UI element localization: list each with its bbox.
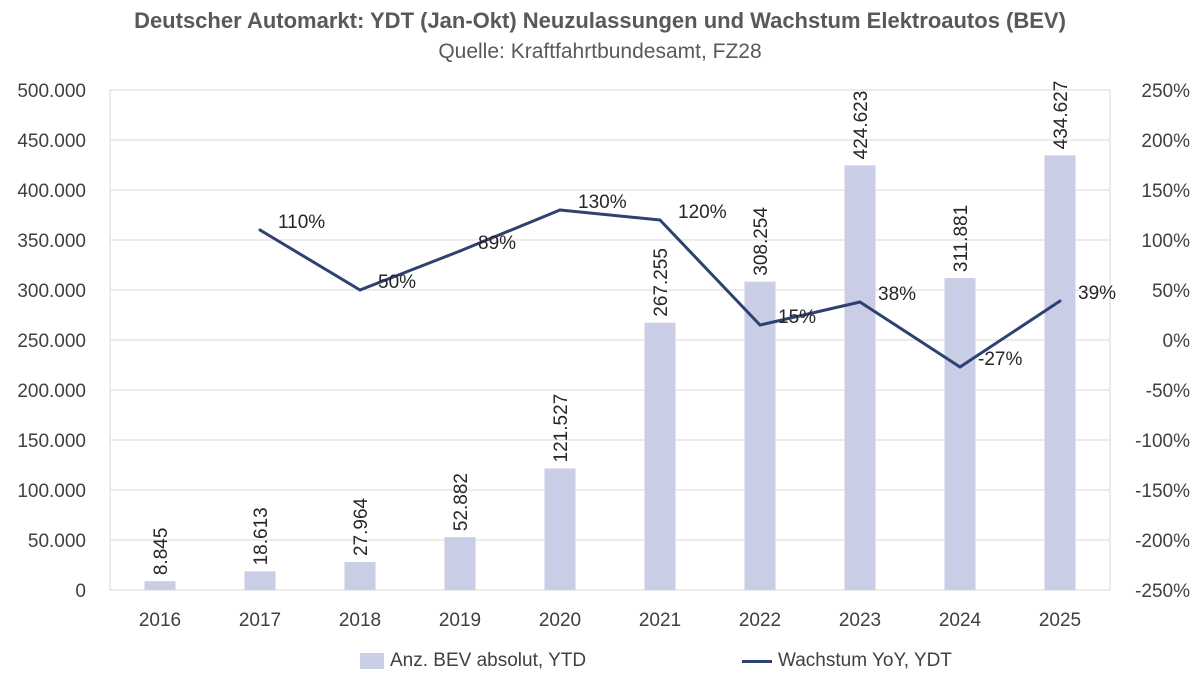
bar: [344, 562, 376, 590]
legend-line-label: Wachstum YoY, YDT: [778, 650, 952, 671]
bar: [144, 581, 176, 590]
y-right-tick-label: -100%: [1135, 431, 1190, 452]
y-left-tick-label: 50.000: [28, 531, 86, 552]
y-left-tick-label: 500.000: [17, 81, 86, 102]
bar-value-label: 424.623: [851, 91, 872, 160]
x-tick-label: 2016: [139, 610, 181, 631]
y-left-tick-label: 100.000: [17, 481, 86, 502]
x-tick-label: 2020: [539, 610, 581, 631]
y-left-tick-label: 400.000: [17, 181, 86, 202]
growth-value-label: 110%: [278, 212, 325, 233]
y-right-tick-label: 50%: [1152, 281, 1190, 302]
growth-point: [258, 228, 262, 232]
x-tick-label: 2023: [839, 610, 881, 631]
x-tick-label: 2017: [239, 610, 281, 631]
bar-value-label: 311.881: [951, 205, 972, 272]
growth-point: [558, 208, 562, 212]
bar-value-label: 308.254: [751, 207, 772, 276]
bar-value-label: 8.845: [151, 528, 172, 576]
growth-value-label: 130%: [578, 192, 627, 213]
x-tick-label: 2021: [639, 610, 681, 631]
growth-value-label: -27%: [978, 349, 1022, 370]
growth-point: [1058, 299, 1062, 303]
y-right-tick-label: -200%: [1135, 531, 1190, 552]
y-left-tick-label: 250.000: [17, 331, 86, 352]
y-right-tick-label: -50%: [1146, 381, 1190, 402]
chart-subtitle: Quelle: Kraftfahrtbundesamt, FZ28: [438, 40, 762, 63]
growth-value-label: 15%: [778, 307, 816, 328]
growth-value-label: 89%: [478, 233, 516, 254]
y-right-tick-label: 200%: [1141, 131, 1190, 152]
y-right-tick-label: 100%: [1141, 231, 1190, 252]
legend-bar: Anz. BEV absolut, YTD: [360, 650, 586, 672]
y-left-tick-label: 300.000: [17, 281, 86, 302]
growth-point: [458, 249, 462, 253]
growth-value-label: 50%: [378, 272, 416, 293]
x-tick-label: 2025: [1039, 610, 1081, 631]
bar: [744, 281, 776, 590]
y-left-tick-label: 150.000: [17, 431, 86, 452]
bar-value-label: 121.527: [551, 394, 572, 463]
y-left-tick-label: 450.000: [17, 131, 86, 152]
growth-point: [758, 323, 762, 327]
bar: [944, 278, 976, 590]
growth-value-label: 38%: [878, 284, 916, 305]
bar-value-label: 27.964: [351, 497, 372, 556]
legend-bar-swatch: [360, 653, 384, 669]
bar-value-label: 52.882: [451, 473, 472, 531]
y-left-tick-label: 0: [75, 581, 86, 602]
x-tick-label: 2022: [739, 610, 781, 631]
bar-value-label: 434.627: [1051, 81, 1072, 150]
bar-value-label: 18.613: [251, 507, 272, 565]
y-right-tick-label: -150%: [1135, 481, 1190, 502]
legend-line-swatch: [742, 659, 772, 663]
bar: [244, 571, 276, 590]
growth-point: [658, 218, 662, 222]
y-right-tick-label: 0%: [1163, 331, 1191, 352]
y-right-tick-label: 150%: [1141, 181, 1190, 202]
y-right-tick-label: -250%: [1135, 581, 1190, 602]
legend-bar-label: Anz. BEV absolut, YTD: [390, 650, 587, 671]
x-tick-label: 2024: [939, 610, 982, 631]
growth-value-label: 120%: [678, 202, 727, 223]
growth-point: [358, 288, 362, 292]
growth-point: [958, 365, 962, 369]
bar: [444, 537, 476, 590]
x-tick-label: 2019: [439, 610, 481, 631]
plot-border: [109, 89, 1111, 591]
bar: [1044, 155, 1076, 591]
x-tick-label: 2018: [339, 610, 381, 631]
growth-point: [858, 300, 862, 304]
bar: [544, 468, 576, 590]
bar: [644, 322, 676, 590]
bar: [844, 165, 876, 590]
chart-title: Deutscher Automarkt: YDT (Jan-Okt) Neuzu…: [134, 8, 1066, 33]
growth-value-label: 39%: [1078, 283, 1116, 304]
y-right-tick-label: 250%: [1141, 81, 1190, 102]
bar-value-label: 267.255: [651, 248, 672, 317]
legend-line: Wachstum YoY, YDT: [742, 650, 952, 672]
y-left-tick-label: 200.000: [17, 381, 86, 402]
y-left-tick-label: 350.000: [17, 231, 86, 252]
